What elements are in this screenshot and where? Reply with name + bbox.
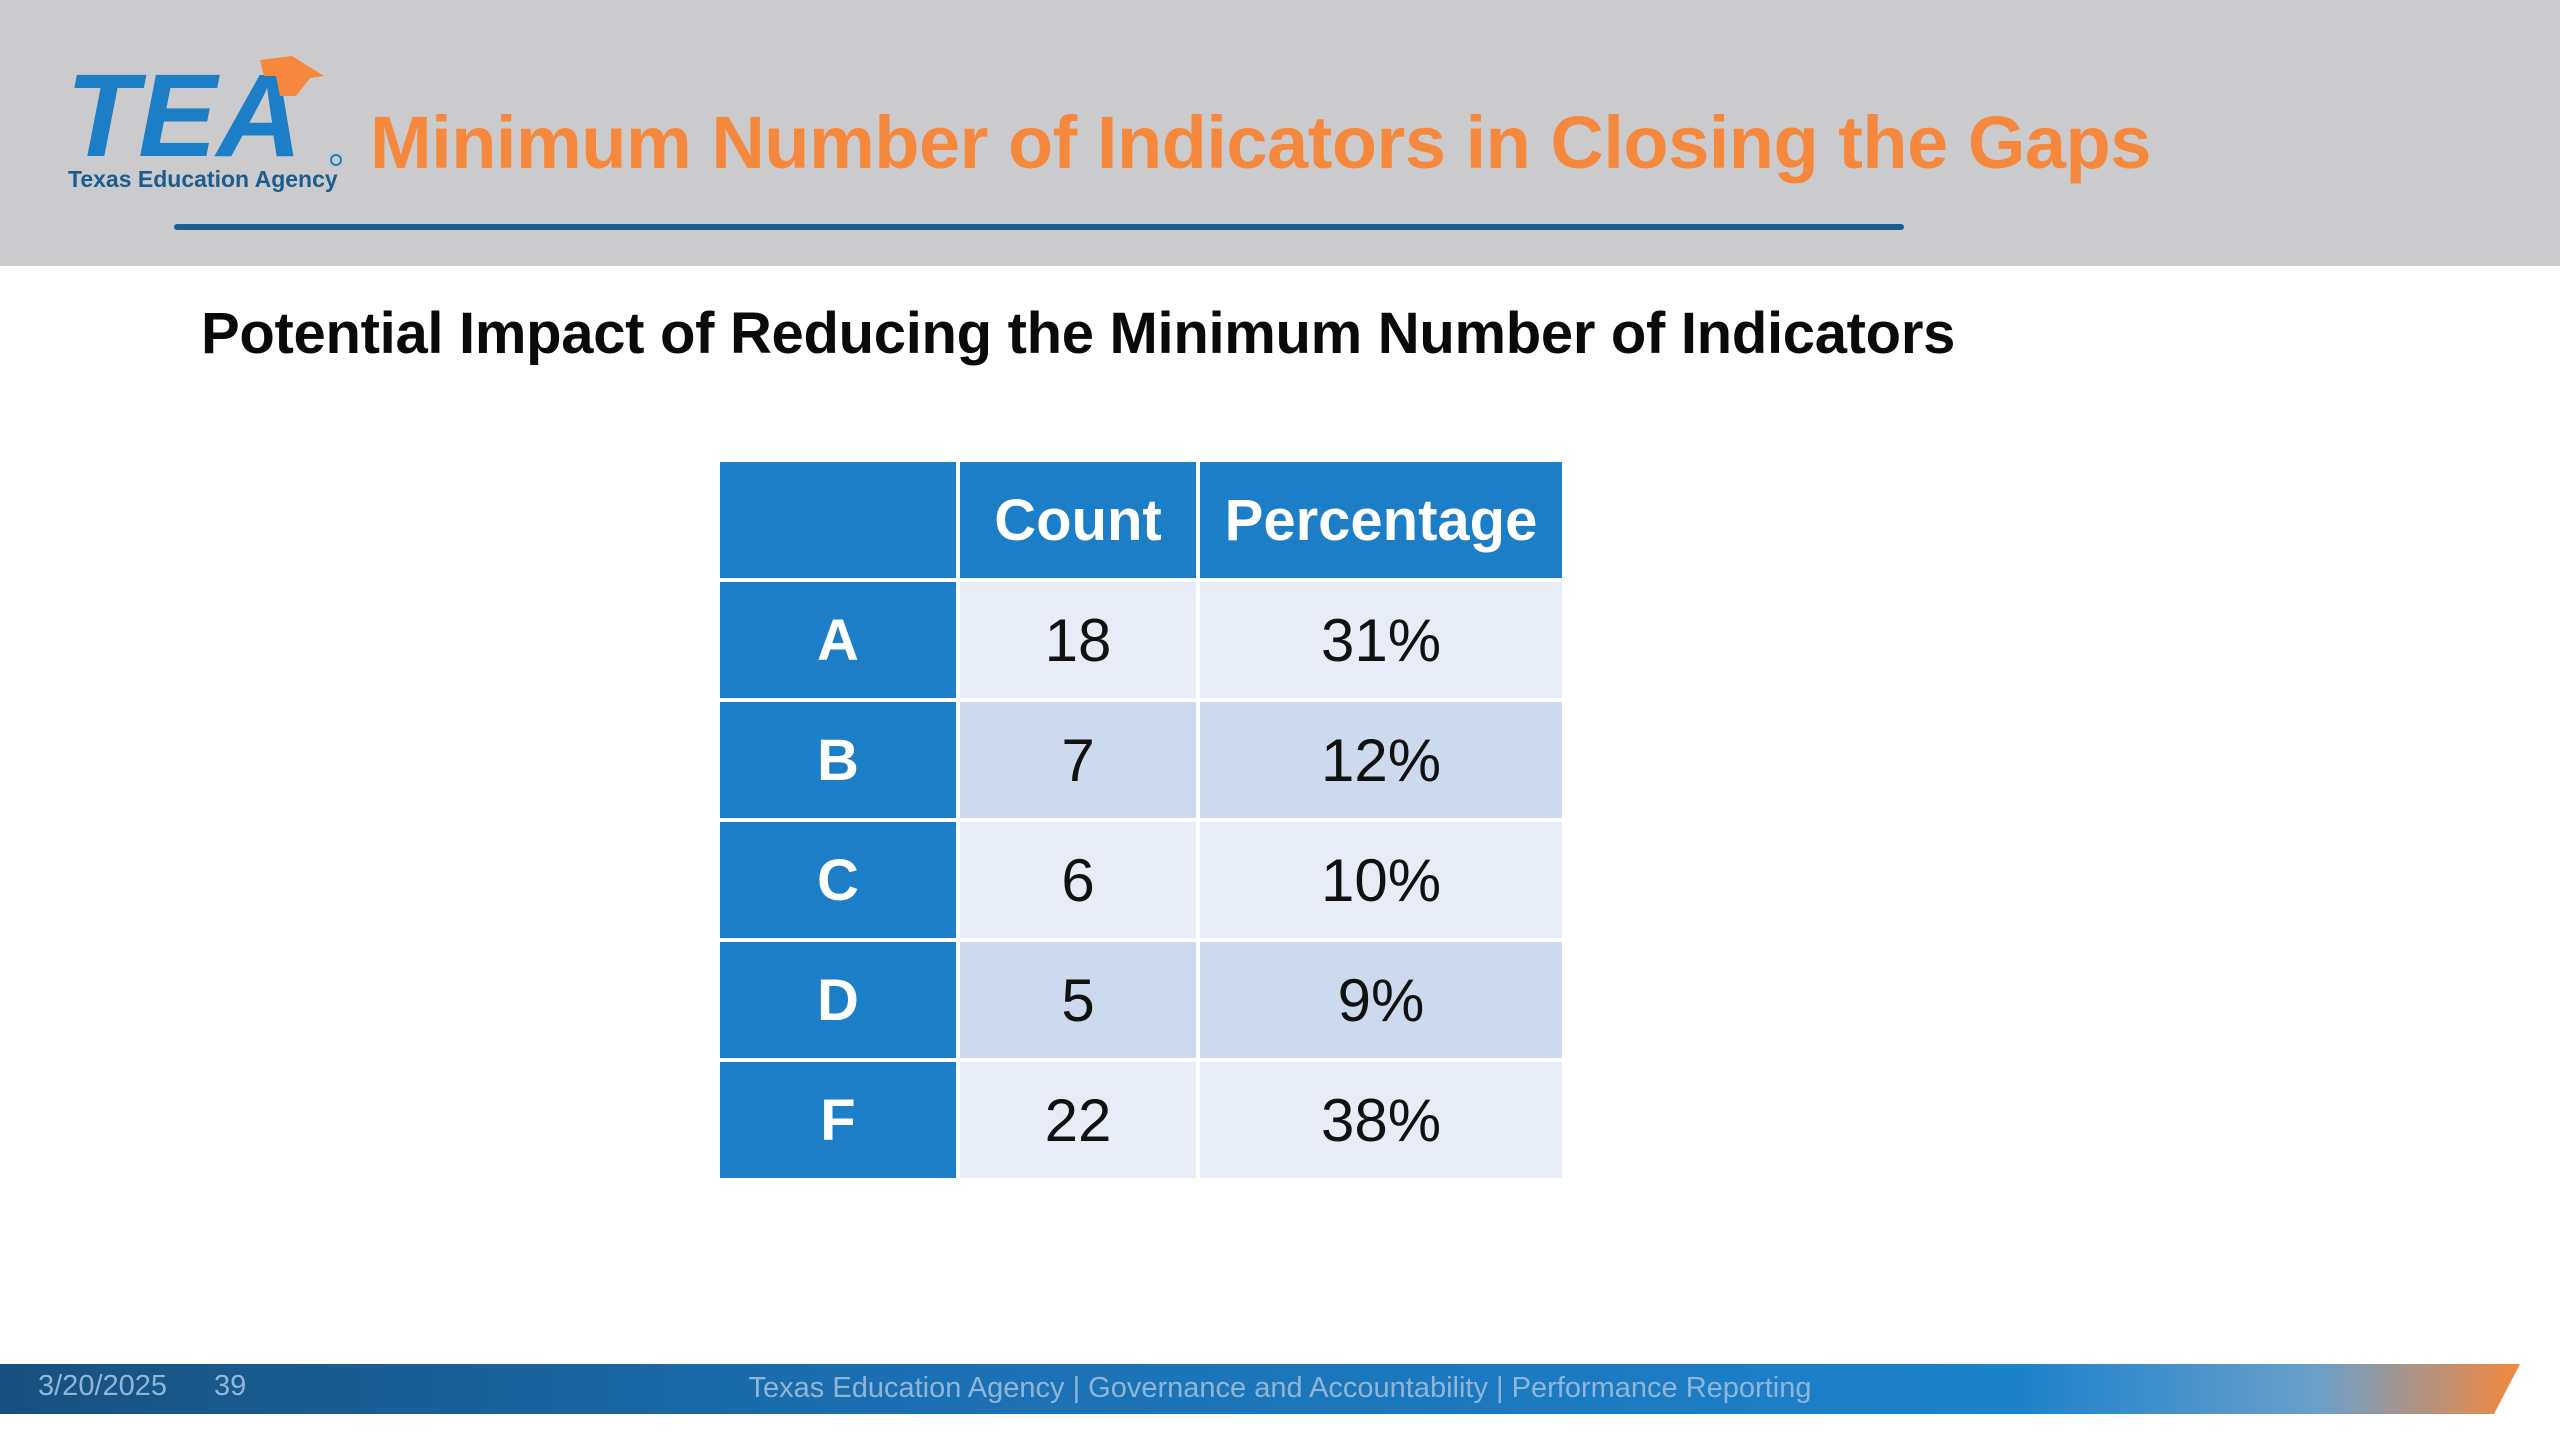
count-cell: 7 (956, 698, 1200, 822)
row-label: F (716, 1058, 960, 1182)
percentage-cell: 38% (1196, 1058, 1566, 1182)
footer-bar-graphic (0, 1364, 2520, 1414)
footer-organization-text: Texas Education Agency | Governance and … (748, 1372, 1812, 1404)
table-row: F 22 38% (716, 1058, 1566, 1182)
row-label: B (716, 698, 960, 822)
row-label: D (716, 938, 960, 1062)
count-cell: 18 (956, 578, 1200, 702)
column-header-percentage: Percentage (1196, 458, 1566, 582)
percentage-cell: 10% (1196, 818, 1566, 942)
row-label: C (716, 818, 960, 942)
table-row: A 18 31% (716, 578, 1566, 702)
footer-date: 3/20/2025 (38, 1370, 168, 1402)
page-title: Minimum Number of Indicators in Closing … (370, 101, 2151, 184)
percentage-cell: 12% (1196, 698, 1566, 822)
percentage-cell: 9% (1196, 938, 1566, 1062)
footer-page-number: 39 (214, 1370, 247, 1402)
table-header-row: Count Percentage (716, 458, 1566, 582)
table-row: B 7 12% (716, 698, 1566, 822)
column-header-count: Count (956, 458, 1200, 582)
count-cell: 5 (956, 938, 1200, 1062)
slide-subtitle: Potential Impact of Reducing the Minimum… (201, 301, 1956, 366)
table-row: C 6 10% (716, 818, 1566, 942)
count-cell: 6 (956, 818, 1200, 942)
logo-subtitle: Texas Education Agency (68, 166, 338, 192)
percentage-cell: 31% (1196, 578, 1566, 702)
table-row: D 5 9% (716, 938, 1566, 1062)
header-band: TEA Texas Education Agency Minimum Numbe… (0, 0, 2560, 266)
column-header-label (716, 458, 960, 582)
header-divider (174, 224, 1904, 230)
registered-mark-icon (330, 154, 342, 166)
count-cell: 22 (956, 1058, 1200, 1182)
row-label: A (716, 578, 960, 702)
graduation-cap-icon (260, 56, 324, 96)
tea-logo: TEA Texas Education Agency (64, 56, 354, 196)
tea-logo-mark: TEA (66, 56, 342, 166)
tea-logo-letters: TEA (66, 56, 302, 166)
grade-table: Count Percentage A 18 31% B 7 12% C 6 10… (716, 458, 1566, 1182)
footer-band (0, 1364, 2520, 1414)
